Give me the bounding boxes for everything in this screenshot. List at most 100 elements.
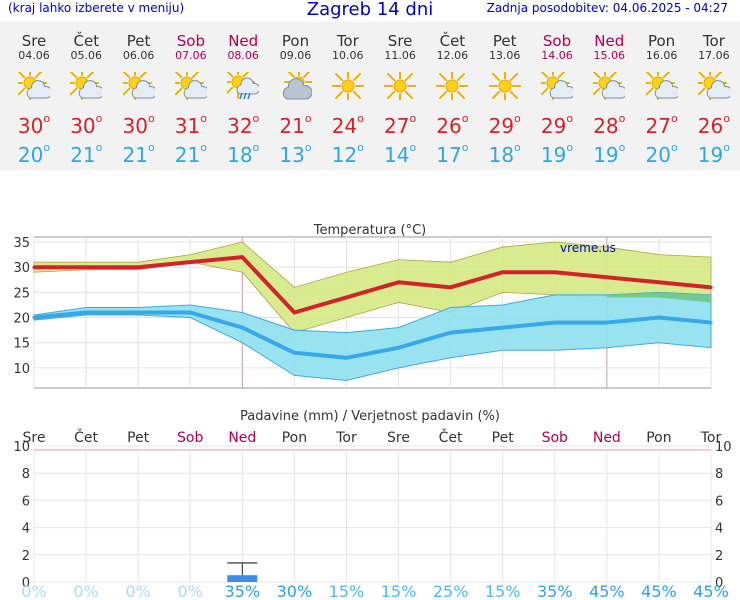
day-date: 08.06 [227,49,259,62]
precipitation-plot-area [33,449,712,583]
temperature-point [292,310,296,315]
precipitation-probability: 45% [693,582,729,600]
y-tick-label: 10 [13,362,30,377]
max-temperature: 24o [331,112,364,138]
y-tick-label: 30 [13,261,30,276]
max-temperature: 29o [540,112,574,138]
temperature-point [292,351,296,355]
temperature-point [32,315,36,320]
min-temperature: 19o [540,141,574,167]
location-menu-hint: (kraj lahko izberete v meniju) [8,1,185,15]
y-tick-label-right: 0 [715,576,723,591]
sun-icon [434,68,471,104]
temperature-point [396,280,401,284]
sun-cloud-icon [13,66,53,100]
sun-cloud-icon [117,66,157,100]
min-temperature: 19o [593,141,626,167]
day-date: 07.06 [175,49,207,62]
max-temperature: 30o [122,112,155,138]
temperature-point [657,315,661,320]
forecast-day: Pon 09.06 21o 13o [270,22,322,170]
forecast-day: Pon 16.06 27o 20o [636,22,688,170]
temperature-point [84,310,88,315]
min-temperature: 18o [227,141,260,167]
temperature-range-overlap [606,292,711,303]
day-axis-label: Sre [23,430,46,446]
precipitation-probability: 35% [537,582,573,600]
y-tick-label-left: 0 [22,576,30,591]
precipitation-chart-title: Padavine (mm) / Verjetnost padavin (%) [240,409,500,424]
min-temperature: 17o [436,141,469,167]
forecast-day: Ned 08.06 32o 18o [217,22,269,170]
temperature-point [553,270,557,274]
last-updated: Zadnja posodobitev: 04.06.2025 - 04:27 [486,1,728,15]
day-axis-label: Pet [127,430,150,446]
y-tick-label: 35 [13,236,30,251]
day-axis-label: Pet [492,430,515,446]
day-date: 12.06 [436,49,469,62]
min-temperature: 21o [174,141,207,167]
y-tick-label: 20 [13,312,30,327]
temperature-chart-title: Temperatura (°C) [313,223,426,238]
min-temperature: 13o [279,141,312,167]
day-name: Čet [73,32,100,50]
day-name: Čet [439,32,466,50]
temperature-point [605,320,609,325]
forecast-day: Čet 05.06 30o 21o [60,22,112,170]
forecast-day: Pet 06.06 30o 21o [113,22,165,170]
temperature-point [240,255,244,259]
day-axis-label: Ned [593,430,621,446]
precipitation-probability: 45% [589,582,625,600]
day-date: 10.06 [332,49,364,62]
day-axis-label: Tor [335,430,357,446]
precipitation-probability: 15% [381,582,417,600]
forecast-strip: Sre 04.06 30o 20o Čet 05.06 30o 21o Pet 06.06 3… [0,22,740,170]
precipitation-probability: 15% [329,582,365,600]
sun-cloud-icon [640,66,680,100]
day-date: 09.06 [279,49,312,62]
watermark: vreme.us [560,241,616,255]
precipitation-probability: 25% [433,582,469,600]
day-name: Pon [281,32,310,50]
day-axis-label: Sob [177,430,203,446]
day-name: Sob [176,32,205,50]
day-axis-label: Sob [542,430,568,446]
day-name: Tor [336,32,359,50]
temperature-point [709,320,713,325]
temperature-point [188,260,192,264]
temperature-point [449,331,453,335]
day-date: 15.06 [593,49,626,62]
day-name: Ned [228,32,259,50]
temperature-point [501,326,505,330]
forecast-day: Sob 14.06 29o 19o [531,22,583,170]
min-temperature: 18o [488,141,521,167]
max-temperature: 27o [645,112,678,138]
day-date: 04.06 [18,49,50,62]
sun-icon [329,68,366,104]
precipitation-probability: 0% [178,582,203,600]
sun-cloud-icon [536,66,576,100]
day-name: Pon [647,32,676,50]
day-name: Sob [542,32,572,50]
temperature-point [657,280,661,284]
day-axis-label: Čet [439,428,463,446]
temperature-point [84,265,88,269]
y-tick-label-right: 8 [715,467,723,482]
page-title: Zagreb 14 dni [306,0,434,20]
day-name: Sre [387,32,413,50]
day-name: Pet [126,32,151,50]
sun-cloud-rain-icon [221,65,261,100]
forecast-day: Sob 07.06 31o 21o [165,22,217,170]
day-date: 17.06 [698,49,730,62]
header: (kraj lahko izberete v meniju) Zagreb 14… [0,0,740,20]
sun-cloud-icon [588,66,628,100]
sun-icon [382,68,419,104]
temperature-point [396,346,401,350]
day-axis-label: Ned [228,430,256,446]
precipitation-probability: 15% [485,582,521,600]
day-date: 11.06 [384,49,416,62]
y-tick-label-right: 4 [715,522,723,537]
temperature-point [553,320,557,325]
temperature-point [344,295,349,299]
min-temperature: 19o [697,141,730,167]
